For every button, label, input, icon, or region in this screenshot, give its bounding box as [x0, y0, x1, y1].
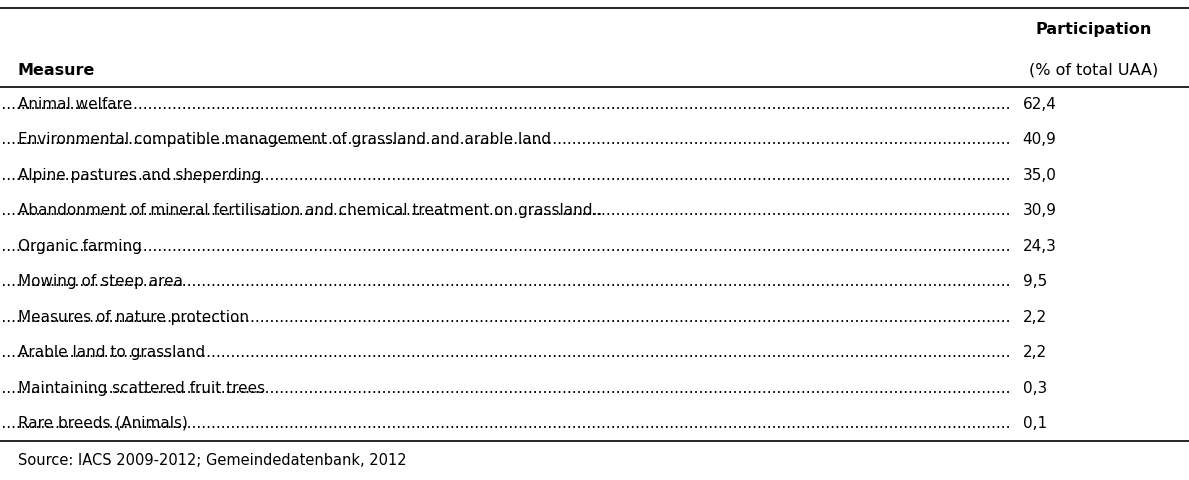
Text: 40,9: 40,9 [1023, 132, 1056, 147]
Text: ................................................................................: ........................................… [0, 204, 1011, 218]
Text: Mowing of steep area: Mowing of steep area [18, 274, 183, 289]
Text: ................................................................................: ........................................… [0, 345, 1011, 360]
Text: 2,2: 2,2 [1023, 310, 1046, 324]
Text: (% of total UAA): (% of total UAA) [1030, 63, 1158, 78]
Text: Arable land to grassland: Arable land to grassland [18, 345, 206, 360]
Text: Measures of nature protection: Measures of nature protection [18, 310, 249, 324]
Text: Rare breeds (Animals): Rare breeds (Animals) [18, 416, 188, 431]
Text: Source: IACS 2009-2012; Gemeindedatenbank, 2012: Source: IACS 2009-2012; Gemeindedatenban… [18, 453, 407, 468]
Text: 2,2: 2,2 [1023, 345, 1046, 360]
Text: Environmental compatible management of grassland and arable land: Environmental compatible management of g… [18, 132, 551, 147]
Text: Alpine pastures and sheperding: Alpine pastures and sheperding [18, 168, 262, 183]
Text: 24,3: 24,3 [1023, 239, 1056, 254]
Text: Organic farming: Organic farming [18, 239, 141, 254]
Text: 35,0: 35,0 [1023, 168, 1056, 183]
Text: Measure: Measure [18, 63, 95, 78]
Text: 30,9: 30,9 [1023, 204, 1057, 218]
Text: ................................................................................: ........................................… [0, 310, 1011, 324]
Text: ................................................................................: ........................................… [0, 274, 1011, 289]
Text: ................................................................................: ........................................… [0, 168, 1011, 183]
Text: 62,4: 62,4 [1023, 97, 1056, 112]
Text: Abandonment of mineral fertilisation and chemical treatment on grassland..: Abandonment of mineral fertilisation and… [18, 204, 603, 218]
Text: Animal welfare: Animal welfare [18, 97, 132, 112]
Text: Participation: Participation [1036, 22, 1152, 37]
Text: ................................................................................: ........................................… [0, 97, 1011, 112]
Text: ................................................................................: ........................................… [0, 239, 1011, 254]
Text: 0,3: 0,3 [1023, 381, 1046, 396]
Text: ................................................................................: ........................................… [0, 416, 1011, 431]
Text: ................................................................................: ........................................… [0, 132, 1011, 147]
Text: 9,5: 9,5 [1023, 274, 1046, 289]
Text: 0,1: 0,1 [1023, 416, 1046, 431]
Text: Maintaining scattered fruit trees: Maintaining scattered fruit trees [18, 381, 265, 396]
Text: ................................................................................: ........................................… [0, 381, 1011, 396]
